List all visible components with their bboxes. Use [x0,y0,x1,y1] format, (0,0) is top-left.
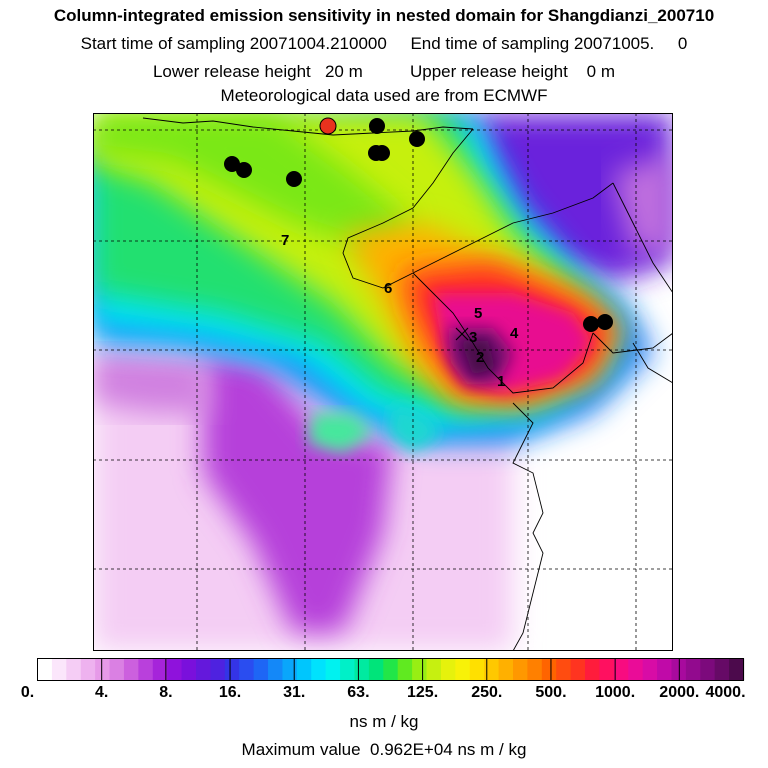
colorbar-cell [700,658,716,681]
colorbar-cell [181,658,197,681]
colorbar-tick-label: 4000. [705,684,746,701]
meteorological-data-line: Meteorological data used are from ECMWF [220,86,548,105]
station-marker [236,162,252,178]
station-marker [583,316,599,332]
colorbar-cell [556,658,572,681]
colorbar-tick-label: 250. [471,684,503,701]
colorbar-cell [368,658,384,681]
station-marker [224,156,240,172]
colorbar-cell [397,658,413,681]
colorbar-cell [383,658,399,681]
colorbar-cell [440,658,456,681]
emission-sensitivity-map: 1 2 3 4 5 6 7 [93,113,673,651]
colorbar-cell [138,658,154,681]
colorbar-tick-label: 8. [159,684,173,701]
sampling-time-line: Start time of sampling 20071004.210000 E… [80,34,688,53]
max-location-marker [455,327,469,341]
colorbar-cell [426,658,442,681]
colorbar-cell [66,658,82,681]
colorbar-cell [527,658,543,681]
colorbar-cell [224,658,240,681]
colorbar-cell [167,658,183,681]
colorbar-cell [657,658,673,681]
station-marker [369,118,385,134]
station-markers [224,118,613,332]
colorbar-cells [37,658,745,681]
colorbar-tick-label: 2000. [659,684,700,701]
colorbar-cell [613,658,629,681]
colorbar-cell [325,658,341,681]
colorbar-cell [239,658,255,681]
colorbar-cell [282,658,298,681]
colorbar-cell [210,658,226,681]
trajectory-label-2: 2 [476,349,484,366]
colorbar [37,658,745,681]
release-height-line: Lower release height 20 m Upper release … [152,62,616,81]
colorbar-tick-label: 125. [407,684,439,701]
maximum-value-text: Maximum value 0.962E+04 ns m / kg [241,740,527,759]
station-marker [374,145,390,161]
colorbar-tick-label: 1000. [595,684,636,701]
map-frame [93,113,673,651]
colorbar-cell [80,658,96,681]
colorbar-cell [253,658,269,681]
colorbar-cell [685,658,701,681]
map-title: Column-integrated emission sensitivity i… [53,6,715,25]
colorbar-tick-label: 500. [535,684,567,701]
colorbar-tick-label: 31. [283,684,306,701]
coastlines [142,117,673,651]
colorbar-cell [296,658,312,681]
station-marker [409,131,425,147]
trajectory-label-1: 1 [497,373,505,390]
trajectory-label-4: 4 [510,325,519,342]
colorbar-tick-label: 4. [95,684,109,701]
colorbar-cell [311,658,327,681]
colorbar-tick-label: 0. [20,684,35,701]
colorbar-unit: ns m / kg [349,712,419,731]
colorbar-cell [512,658,528,681]
colorbar-cell [340,658,356,681]
colorbar-cell [729,658,745,681]
colorbar-cell [642,658,658,681]
colorbar-frame [37,658,744,681]
colorbar-cell [37,658,53,681]
colorbar-tick-label: 16. [218,684,242,701]
colorbar-tick-label: 63. [347,684,370,701]
colorbar-cell [541,658,557,681]
receptor-marker [319,117,337,135]
trajectory-label-5: 5 [474,305,482,322]
colorbar-cell [570,658,586,681]
colorbar-cell [152,658,168,681]
colorbar-cell [599,658,615,681]
colorbar-cell [123,658,139,681]
station-marker [286,171,302,187]
trajectory-label-3: 3 [469,329,477,346]
sensitivity-field [93,113,673,651]
colorbar-cell [585,658,601,681]
colorbar-cell [354,658,370,681]
trajectory-label-6: 6 [384,280,392,297]
colorbar-cell [268,658,284,681]
colorbar-cell [51,658,67,681]
colorbar-cell [109,658,125,681]
station-marker [597,314,613,330]
colorbar-cell [628,658,644,681]
colorbar-cell [498,658,514,681]
trajectory-label-7: 7 [281,232,289,249]
colorbar-cell [714,658,730,681]
colorbar-cell [195,658,211,681]
colorbar-cell [95,658,111,681]
colorbar-cell [469,658,485,681]
colorbar-cell [484,658,500,681]
colorbar-cell [412,658,428,681]
colorbar-cell [455,658,471,681]
